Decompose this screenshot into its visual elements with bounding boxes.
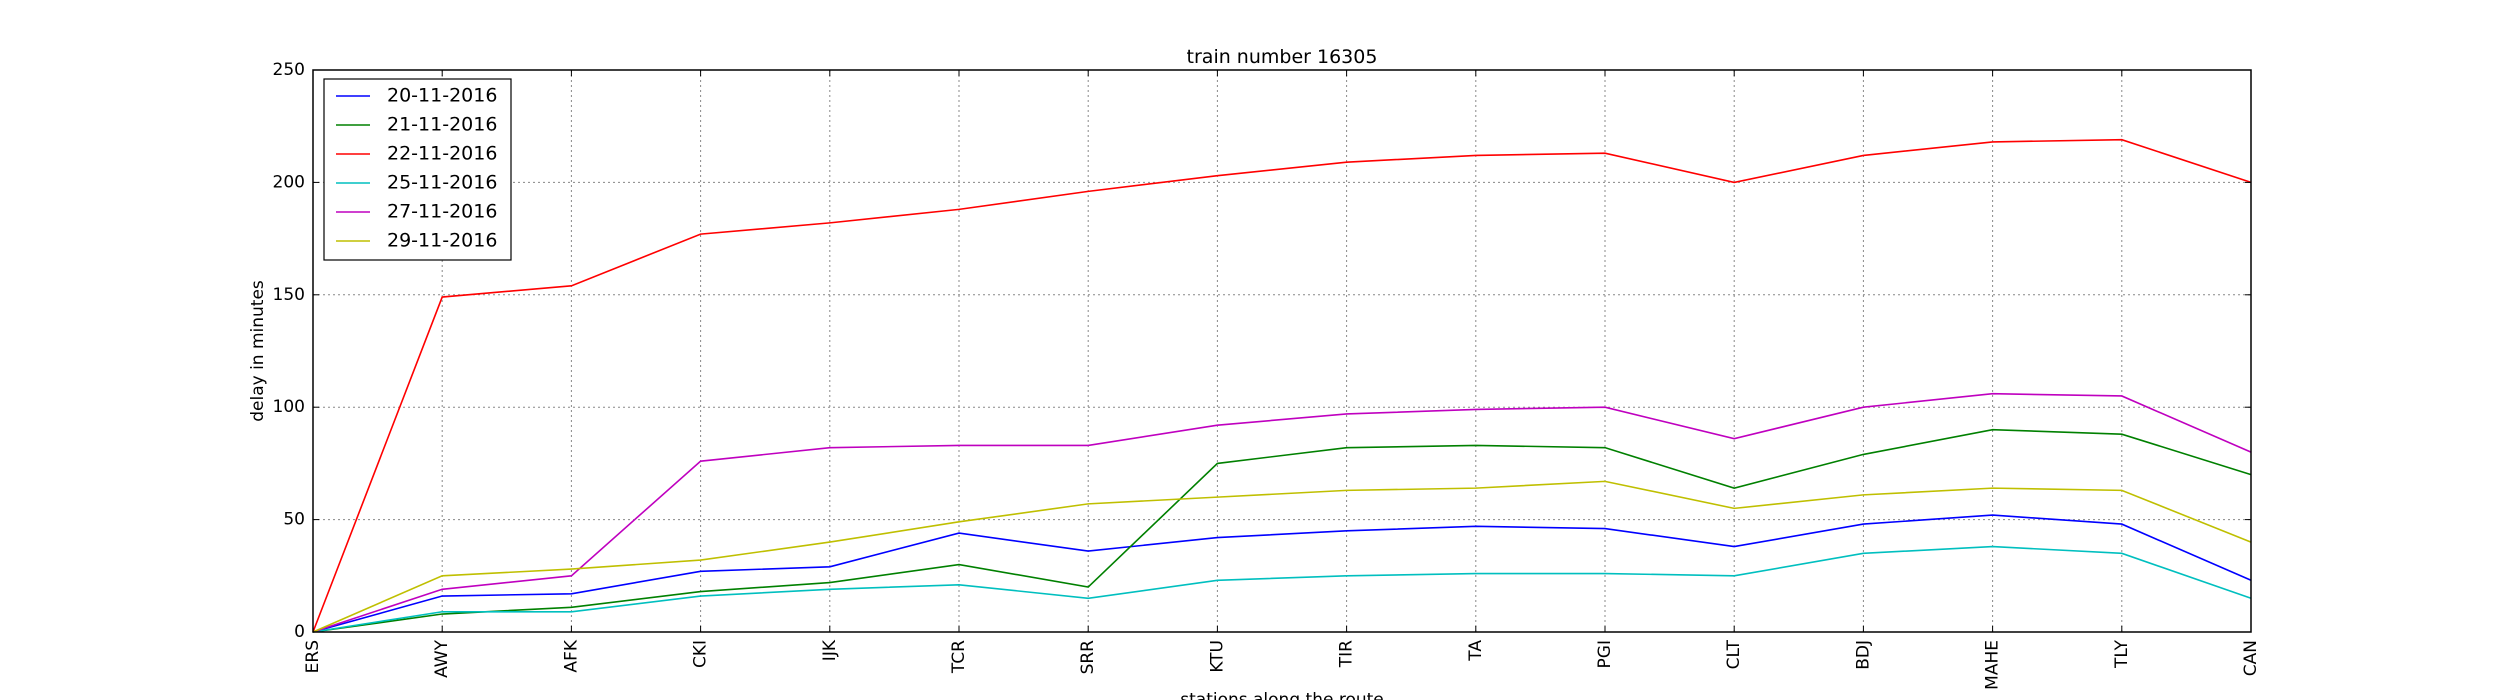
x-axis-label: stations along the route: [1180, 690, 1384, 700]
legend-label: 27-11-2016: [387, 201, 497, 223]
x-tick-label: SRR: [1078, 640, 1098, 675]
legend-label: 29-11-2016: [387, 230, 497, 252]
x-tick-label: KTU: [1207, 640, 1227, 673]
y-axis-label: delay in minutes: [248, 280, 268, 422]
x-tick-label: CAN: [2241, 640, 2261, 676]
y-tick-label: 250: [273, 60, 305, 80]
x-tick-label: PGI: [1595, 640, 1615, 668]
x-tick-label: CKI: [691, 640, 711, 668]
chart-title: train number 16305: [1187, 46, 1378, 68]
y-axis-ticks: 0 50 100 150 200 250: [273, 60, 2251, 642]
series-line-6: [312, 480, 2252, 633]
legend-label: 21-11-2016: [387, 114, 497, 136]
x-tick-label: AWY: [432, 639, 452, 678]
x-tick-label: TLY: [2112, 639, 2132, 669]
x-tick-label: IJK: [820, 639, 840, 661]
legend-items: 20-11-2016 21-11-2016 22-11-2016 25-11-2016…: [336, 85, 497, 252]
y-tick-label: 50: [283, 510, 305, 530]
y-tick-label: 100: [273, 397, 305, 417]
plot-frame: [312, 69, 2252, 633]
x-tick-label: TA: [1466, 640, 1486, 662]
x-tick-label: TCR: [949, 640, 969, 674]
x-tick-label: CLT: [1724, 639, 1744, 669]
series-line-4: [312, 545, 2252, 633]
x-tick-label: AFK: [561, 639, 581, 672]
legend-label: 20-11-2016: [387, 85, 497, 107]
x-tick-label: BDJ: [1853, 640, 1873, 670]
legend-label: 25-11-2016: [387, 172, 497, 194]
series-line-5: [312, 392, 2252, 633]
x-tick-label: TIR: [1337, 640, 1357, 668]
series-line-3: [312, 138, 2252, 633]
series-layer: [312, 138, 2252, 633]
legend-label: 22-11-2016: [387, 143, 497, 165]
x-axis-ticks: ERS AWY AFK CKI IJK TCR SRR KTU TIR TA PGI CLT BDJ MA…: [303, 70, 2261, 690]
y-tick-label: 150: [273, 285, 305, 305]
series-line-1: [312, 514, 2252, 633]
x-tick-label: ERS: [303, 640, 323, 673]
y-tick-label: 200: [273, 172, 305, 192]
series-line-2: [312, 428, 2252, 633]
legend-box: [323, 78, 512, 261]
y-tick-label: 0: [294, 622, 305, 642]
x-tick-label: MAHE: [1983, 640, 2003, 690]
legend: 20-11-2016 21-11-2016 22-11-2016 25-11-2016…: [323, 78, 512, 261]
